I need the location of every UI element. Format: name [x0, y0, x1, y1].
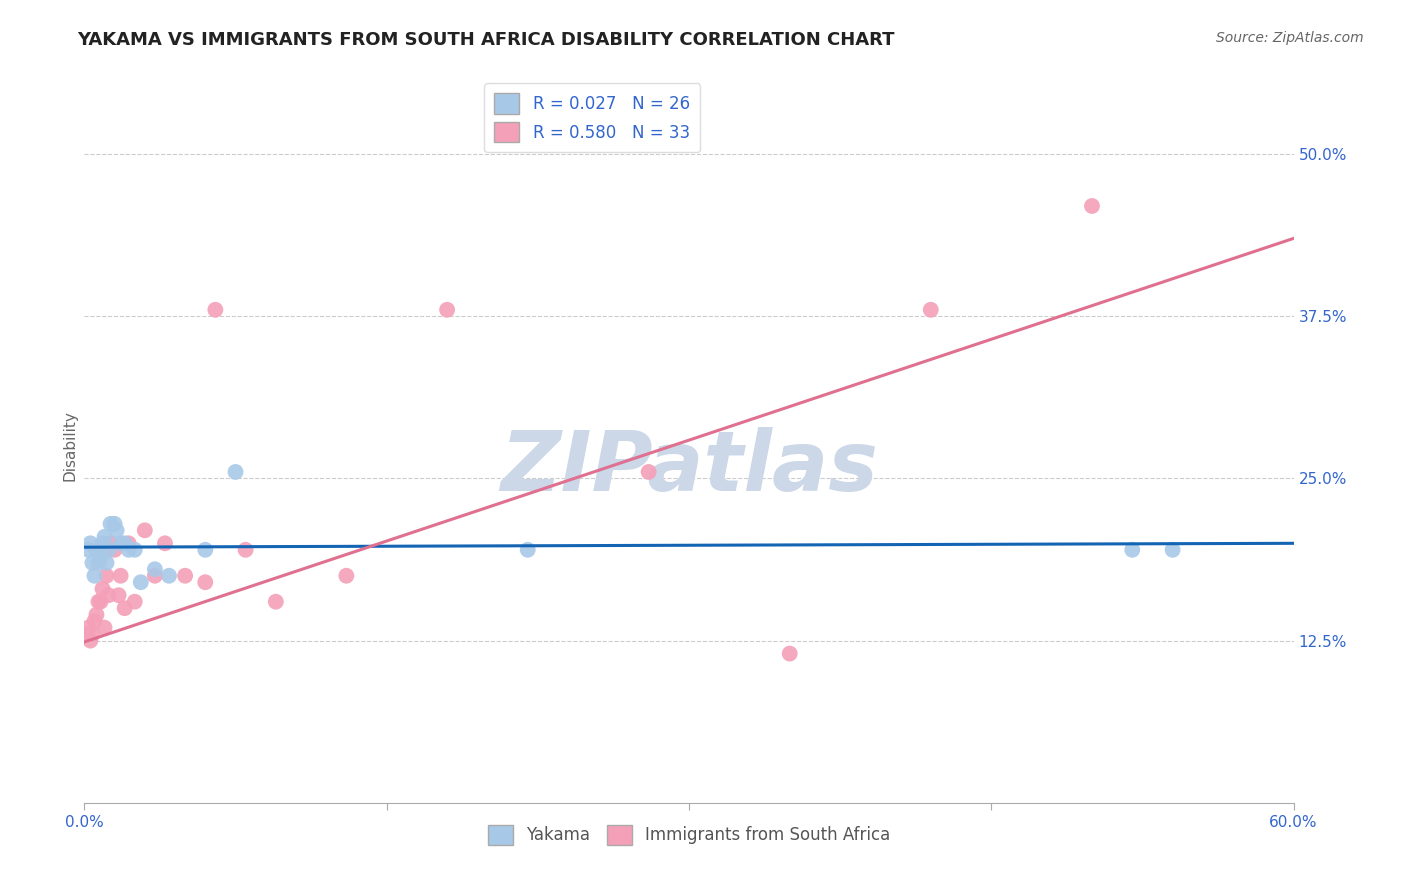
Point	[87, 595, 110, 609]
Point	[86, 542, 108, 557]
Y-axis label: Disability: Disability	[62, 410, 77, 482]
Point	[235, 542, 257, 557]
Point	[920, 302, 942, 317]
Point	[93, 530, 115, 544]
Point	[225, 465, 247, 479]
Legend: Yakama, Immigrants from South Africa: Yakama, Immigrants from South Africa	[481, 818, 897, 852]
Point	[143, 562, 166, 576]
Point	[97, 588, 120, 602]
Point	[779, 647, 801, 661]
Point	[87, 556, 110, 570]
Point	[129, 575, 152, 590]
Point	[194, 575, 217, 590]
Point	[75, 627, 97, 641]
Point	[114, 536, 136, 550]
Point	[157, 568, 180, 582]
Point	[194, 542, 217, 557]
Point	[89, 549, 111, 564]
Point	[86, 607, 108, 622]
Text: YAKAMA VS IMMIGRANTS FROM SOUTH AFRICA DISABILITY CORRELATION CHART: YAKAMA VS IMMIGRANTS FROM SOUTH AFRICA D…	[77, 31, 894, 49]
Point	[107, 588, 129, 602]
Point	[104, 542, 127, 557]
Point	[1121, 542, 1143, 557]
Point	[516, 542, 538, 557]
Point	[77, 542, 100, 557]
Point	[335, 568, 357, 582]
Point	[97, 542, 120, 557]
Point	[79, 633, 101, 648]
Point	[91, 582, 114, 596]
Point	[110, 568, 132, 582]
Point	[118, 542, 141, 557]
Point	[1081, 199, 1104, 213]
Point	[104, 516, 127, 531]
Point	[100, 516, 122, 531]
Point	[637, 465, 659, 479]
Point	[82, 627, 104, 641]
Point	[82, 556, 104, 570]
Point	[83, 568, 105, 582]
Point	[1161, 542, 1184, 557]
Point	[77, 621, 100, 635]
Point	[436, 302, 458, 317]
Point	[89, 595, 111, 609]
Point	[79, 536, 101, 550]
Point	[110, 536, 132, 550]
Point	[153, 536, 176, 550]
Point	[91, 536, 114, 550]
Point	[143, 568, 166, 582]
Point	[100, 536, 122, 550]
Point	[114, 601, 136, 615]
Point	[124, 595, 146, 609]
Text: Source: ZipAtlas.com: Source: ZipAtlas.com	[1216, 31, 1364, 45]
Point	[105, 524, 128, 538]
Point	[83, 614, 105, 628]
Point	[118, 536, 141, 550]
Point	[264, 595, 287, 609]
Point	[134, 524, 156, 538]
Point	[93, 621, 115, 635]
Point	[96, 568, 118, 582]
Text: ZIPatlas: ZIPatlas	[501, 427, 877, 508]
Point	[204, 302, 226, 317]
Point	[96, 556, 118, 570]
Point	[174, 568, 197, 582]
Point	[124, 542, 146, 557]
